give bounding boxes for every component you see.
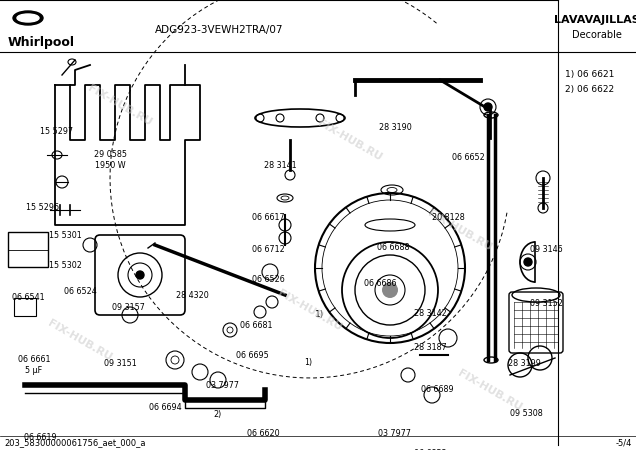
Text: 28 3141: 28 3141: [264, 161, 296, 170]
Text: 06 6695: 06 6695: [235, 351, 268, 360]
Text: 06 6619: 06 6619: [24, 432, 57, 441]
Text: 06 6688: 06 6688: [377, 243, 409, 252]
Text: 09 5308: 09 5308: [509, 409, 543, 418]
Circle shape: [136, 271, 144, 279]
Text: 20 8128: 20 8128: [432, 212, 464, 221]
Text: ADG923-3VEWH2TRA/07: ADG923-3VEWH2TRA/07: [155, 25, 284, 35]
Text: FIX-HUB.RU: FIX-HUB.RU: [316, 117, 384, 162]
Text: 2) 06 6622: 2) 06 6622: [565, 85, 614, 94]
Text: 03 7977: 03 7977: [205, 381, 238, 390]
Text: 28 3187: 28 3187: [413, 342, 446, 351]
Text: 06 6620: 06 6620: [247, 428, 279, 437]
Text: 28 3190: 28 3190: [378, 122, 411, 131]
Text: FIX-HUB.RU: FIX-HUB.RU: [426, 207, 494, 252]
Text: 1): 1): [315, 310, 324, 320]
Text: LAVAVAJILLAS: LAVAVAJILLAS: [554, 15, 636, 25]
Text: 06 6686: 06 6686: [364, 279, 396, 288]
Text: 15 5301: 15 5301: [48, 230, 81, 239]
Text: 28 3142: 28 3142: [413, 309, 446, 318]
Text: 15 5302: 15 5302: [48, 261, 81, 270]
Text: 09 3151: 09 3151: [104, 359, 136, 368]
Ellipse shape: [17, 14, 39, 22]
Text: Whirlpool: Whirlpool: [8, 36, 75, 49]
Circle shape: [382, 282, 398, 298]
Text: 09 3157: 09 3157: [111, 302, 144, 311]
Text: FIX-HUB.RU: FIX-HUB.RU: [456, 368, 524, 412]
Circle shape: [524, 258, 532, 266]
Text: 09 3152: 09 3152: [530, 298, 562, 307]
Bar: [14, 298, 36, 316]
Text: 28 4320: 28 4320: [176, 291, 209, 300]
Text: 06 6526: 06 6526: [252, 275, 284, 284]
Text: 28 3199: 28 3199: [508, 359, 541, 368]
Text: -5/4: -5/4: [616, 438, 632, 447]
Text: 06 6524: 06 6524: [64, 288, 97, 297]
Text: 06 6661
5 µF: 06 6661 5 µF: [18, 356, 50, 375]
Text: 03 7977: 03 7977: [378, 428, 411, 437]
Text: 15 5296: 15 5296: [25, 203, 59, 212]
Text: 06 6712: 06 6712: [252, 246, 284, 255]
Text: 203_58300000061756_aet_000_a: 203_58300000061756_aet_000_a: [4, 438, 146, 447]
Text: FIX-HUB.RU: FIX-HUB.RU: [46, 318, 114, 362]
Text: 06 6689: 06 6689: [420, 386, 453, 395]
Text: FIX-HUB.RU: FIX-HUB.RU: [276, 288, 344, 333]
Text: 06 6852: 06 6852: [413, 449, 446, 450]
Circle shape: [484, 103, 492, 111]
Text: FIX-HUB.RU: FIX-HUB.RU: [86, 83, 154, 127]
Text: 15 5297: 15 5297: [41, 127, 74, 136]
Text: 09 3146: 09 3146: [530, 246, 562, 255]
Text: 2): 2): [214, 410, 222, 419]
Ellipse shape: [13, 11, 43, 25]
Text: Decorable: Decorable: [572, 30, 622, 40]
Text: 06 6541: 06 6541: [11, 292, 45, 302]
Text: 1): 1): [304, 359, 312, 368]
Text: 06 6617: 06 6617: [252, 212, 284, 221]
Text: 06 6681: 06 6681: [240, 320, 272, 329]
Text: 06 6652: 06 6652: [452, 153, 485, 162]
Text: 1) 06 6621: 1) 06 6621: [565, 70, 614, 79]
Text: 29 0585
1950 W: 29 0585 1950 W: [93, 150, 127, 170]
Text: 06 6694: 06 6694: [149, 402, 181, 411]
Bar: [8, 232, 48, 267]
